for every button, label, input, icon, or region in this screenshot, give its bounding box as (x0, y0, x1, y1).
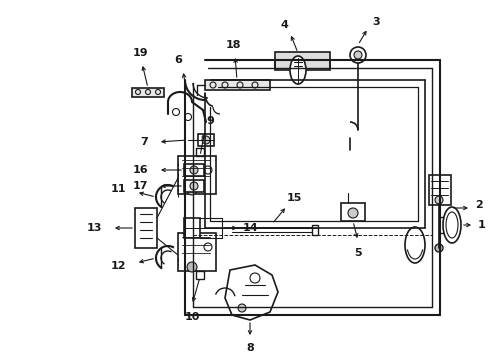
Text: 14: 14 (242, 223, 257, 233)
Bar (196, 148, 203, 156)
Text: 13: 13 (86, 223, 102, 233)
Text: 1: 1 (477, 220, 485, 230)
Bar (196, 271, 203, 279)
Bar (183, 218, 200, 238)
Circle shape (186, 262, 197, 272)
Bar (340, 203, 364, 221)
Bar (183, 180, 203, 192)
Text: 9: 9 (205, 116, 214, 126)
Text: 7: 7 (140, 137, 148, 147)
Circle shape (190, 166, 198, 174)
Text: 6: 6 (174, 55, 182, 65)
Text: 15: 15 (286, 193, 301, 203)
Text: 5: 5 (353, 248, 361, 258)
Bar (274, 52, 329, 70)
Bar (183, 164, 203, 176)
Text: 12: 12 (110, 261, 126, 271)
Circle shape (238, 304, 245, 312)
Bar (178, 233, 216, 271)
Bar (198, 134, 214, 146)
Bar (135, 208, 157, 248)
Ellipse shape (289, 56, 305, 84)
Text: 2: 2 (474, 200, 482, 210)
Polygon shape (224, 265, 278, 320)
Text: 17: 17 (132, 181, 148, 191)
Text: 18: 18 (225, 40, 240, 50)
Text: 4: 4 (280, 20, 287, 30)
Text: 11: 11 (110, 184, 126, 194)
Bar (428, 175, 450, 205)
Circle shape (434, 244, 442, 252)
Bar (311, 225, 317, 235)
Text: 10: 10 (184, 312, 199, 322)
Text: 3: 3 (371, 17, 379, 27)
Text: 8: 8 (245, 343, 253, 353)
Bar (178, 156, 216, 194)
Circle shape (434, 196, 442, 204)
Ellipse shape (442, 207, 460, 243)
Circle shape (202, 136, 209, 144)
Circle shape (349, 47, 365, 63)
Circle shape (347, 208, 357, 218)
Text: 16: 16 (132, 165, 148, 175)
Circle shape (353, 51, 361, 59)
Bar (132, 88, 163, 97)
Circle shape (190, 182, 198, 190)
Text: 19: 19 (132, 48, 147, 58)
Bar (204, 80, 269, 90)
Circle shape (186, 185, 197, 195)
